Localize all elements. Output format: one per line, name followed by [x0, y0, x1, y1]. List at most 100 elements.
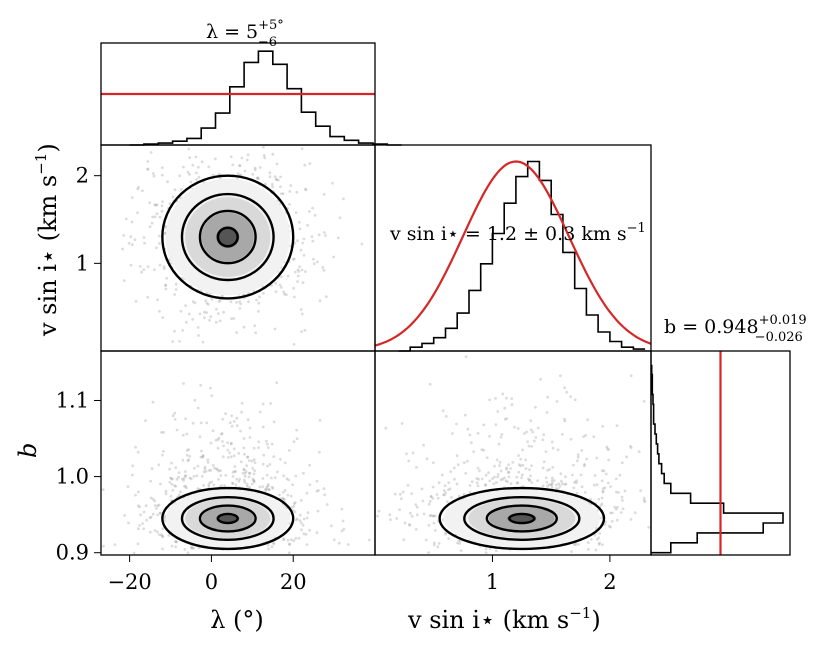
scatter-point [516, 481, 520, 485]
x-tick-label-lambda: 20 [280, 570, 307, 594]
scatter-point [586, 418, 589, 422]
scatter-point [560, 479, 563, 483]
scatter-point [171, 414, 175, 418]
scatter-point [541, 438, 545, 442]
scatter-point [255, 176, 259, 180]
scatter-point [556, 487, 560, 491]
scatter-point [161, 200, 164, 204]
scatter-point [544, 450, 548, 453]
scatter-point [257, 301, 261, 305]
scatter-point [587, 548, 590, 551]
scatter-point [287, 551, 291, 555]
y-tick-label-vsini: 2 [76, 164, 89, 188]
scatter-point [322, 192, 326, 196]
scatter-point [510, 397, 514, 400]
scatter-point [476, 432, 480, 435]
scatter-point [233, 465, 237, 468]
scatter-point [548, 468, 551, 471]
scatter-point [151, 400, 155, 404]
scatter-point [595, 483, 599, 487]
scatter-point [435, 493, 439, 496]
scatter-point [582, 464, 586, 468]
scatter-point [494, 397, 497, 400]
scatter-point [432, 521, 436, 525]
scatter-point [615, 518, 619, 522]
scatter-point [162, 431, 166, 434]
scatter-point [408, 524, 412, 527]
scatter-point [551, 446, 555, 450]
scatter-point [629, 518, 633, 521]
scatter-point [211, 429, 215, 433]
scatter-point [136, 450, 140, 454]
scatter-point [492, 482, 496, 486]
scatter-point [171, 477, 174, 481]
scatter-point [285, 477, 289, 481]
scatter-point [302, 237, 306, 241]
scatter-point [148, 201, 152, 205]
scatter-point [252, 479, 256, 482]
scatter-point [482, 423, 486, 427]
scatter-point [161, 535, 165, 539]
scatter-point [248, 436, 252, 439]
scatter-point [584, 434, 587, 437]
scatter-point [257, 310, 260, 313]
scatter-point [463, 413, 467, 417]
scatter-point [484, 551, 488, 554]
scatter-point [229, 300, 233, 304]
scatter-point [542, 460, 546, 464]
scatter-point [242, 468, 246, 472]
scatter-point [243, 474, 247, 478]
scatter-point [276, 470, 279, 474]
scatter-point [276, 178, 280, 182]
scatter-point [322, 268, 326, 272]
scatter-point [282, 537, 286, 541]
scatter-point [615, 424, 619, 427]
scatter-point [192, 475, 196, 478]
scatter-point [183, 476, 186, 480]
scatter-point [184, 484, 188, 488]
scatter-point [173, 329, 176, 333]
scatter-point [183, 474, 187, 478]
scatter-point [141, 189, 144, 193]
scatter-point [173, 293, 177, 296]
scatter-point [436, 496, 440, 500]
scatter-point [257, 440, 261, 444]
scatter-point [174, 484, 178, 488]
scatter-point [274, 281, 278, 285]
scatter-point [563, 483, 567, 486]
scatter-point [203, 310, 206, 314]
scatter-point [507, 463, 511, 466]
scatter-point [164, 283, 167, 287]
scatter-point [332, 538, 336, 542]
scatter-point [322, 231, 326, 234]
scatter-point [600, 502, 604, 506]
scatter-point [445, 500, 449, 503]
scatter-point [323, 493, 327, 497]
scatter-point [575, 481, 578, 485]
scatter-point [247, 291, 251, 295]
scatter-point [144, 504, 148, 508]
scatter-point [505, 417, 509, 420]
scatter-point [516, 427, 520, 430]
b-title: b = 0.948+0.019 −0.026 [664, 313, 807, 345]
scatter-point [191, 163, 195, 167]
scatter-point [248, 471, 252, 475]
scatter-point [126, 485, 130, 489]
scatter-point [208, 318, 212, 322]
scatter-point [338, 216, 342, 220]
scatter-point [199, 421, 203, 425]
scatter-point [150, 467, 154, 471]
scatter-point [242, 325, 246, 329]
scatter-point [450, 496, 453, 499]
scatter-point [420, 487, 424, 491]
scatter-point [280, 275, 283, 279]
scatter-point [239, 429, 242, 433]
scatter-point [296, 268, 300, 272]
scatter-point [162, 267, 166, 270]
scatter-point [522, 432, 526, 435]
scatter-point [183, 470, 187, 473]
scatter-point [294, 518, 298, 522]
scatter-point [205, 301, 209, 305]
scatter-point [456, 541, 459, 545]
scatter-point [261, 462, 265, 466]
